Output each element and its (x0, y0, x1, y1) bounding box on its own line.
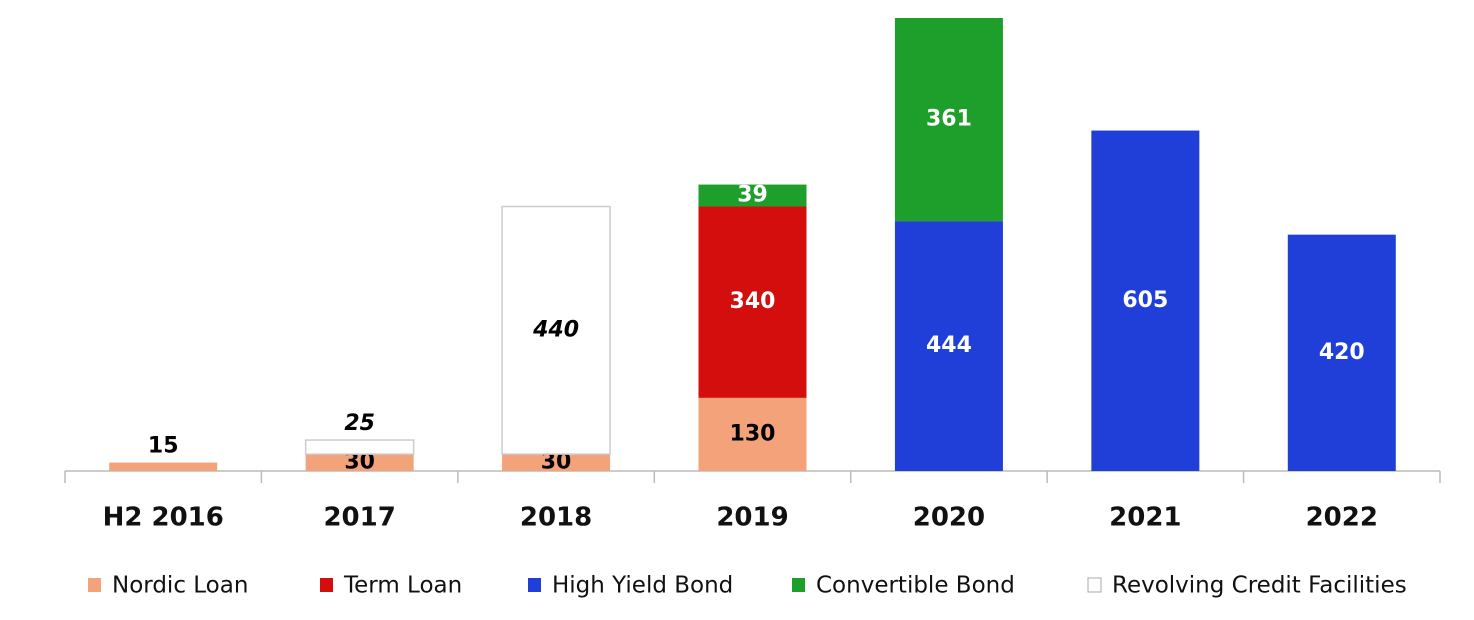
legend-marker (1087, 577, 1102, 593)
x-tick-label: 2020 (913, 503, 985, 533)
x-tick-label: 2017 (323, 503, 395, 533)
bar-segment (304, 439, 415, 455)
bar-segment (894, 18, 1003, 222)
bar-segment (109, 462, 218, 471)
x-tick-label: 2021 (1109, 503, 1181, 533)
bar-segment (305, 454, 414, 471)
data-label: 340 (730, 289, 776, 314)
data-label: 130 (730, 421, 776, 446)
legend-label: Convertible Bond (816, 573, 1015, 599)
legend-label: Nordic Loan (112, 573, 248, 599)
x-tick-label: 2022 (1306, 503, 1378, 533)
legend-label: Revolving Credit Facilities (1112, 573, 1407, 599)
bar-segment (1287, 234, 1396, 471)
legend-marker (792, 578, 805, 592)
x-tick-label: H2 2016 (103, 503, 224, 533)
data-label: 15 (148, 434, 179, 459)
data-label: 361 (926, 107, 972, 132)
bar-segment (501, 205, 611, 455)
data-label: 605 (1122, 288, 1168, 313)
legend-marker (320, 578, 333, 592)
bar-segment (698, 184, 807, 207)
data-label: 444 (926, 333, 972, 358)
legend-marker (88, 578, 101, 592)
x-tick-label: 2018 (520, 503, 592, 533)
bar-segment (894, 221, 1003, 471)
bar-segment (1091, 130, 1200, 472)
legend-marker (528, 578, 541, 592)
data-label: 25 (344, 411, 375, 436)
data-label: 420 (1319, 340, 1365, 365)
bar-segment (698, 206, 807, 398)
data-label: 39 (737, 183, 768, 208)
legend-label: Term Loan (343, 573, 462, 599)
bar-segment (698, 397, 807, 471)
legend-label: High Yield Bond (552, 573, 733, 599)
bar-segment (502, 454, 611, 471)
data-label: 440 (532, 317, 579, 342)
x-tick-label: 2019 (716, 503, 788, 533)
